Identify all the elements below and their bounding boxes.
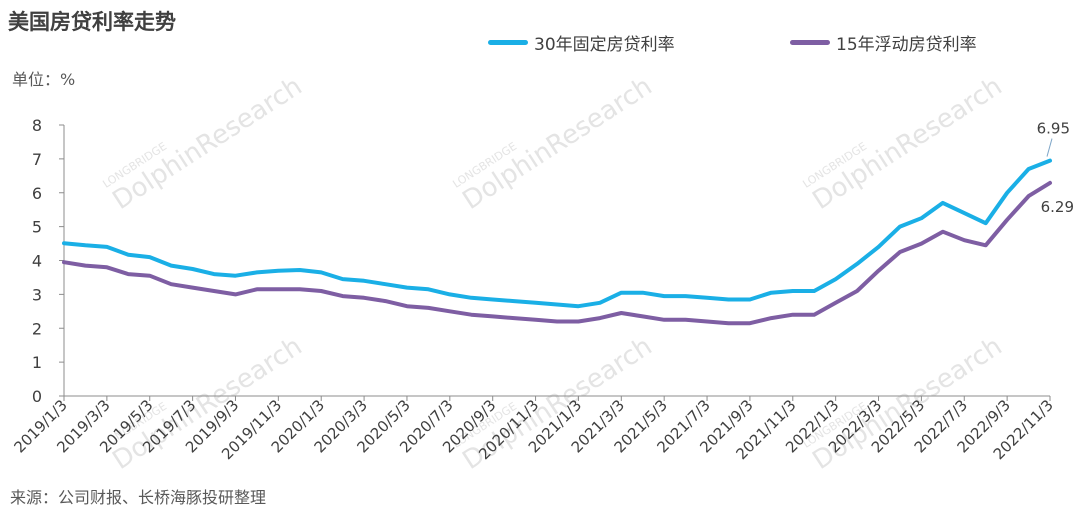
legend-item-30y: 30年固定房贷利率 xyxy=(488,30,675,55)
legend-swatch-15y xyxy=(790,40,830,45)
y-tick-label: 2 xyxy=(32,319,42,338)
y-tick-label: 4 xyxy=(32,252,42,271)
y-tick-label: 8 xyxy=(32,116,42,135)
legend-item-15y: 15年浮动房贷利率 xyxy=(790,30,977,55)
legend-swatch-30y xyxy=(488,40,528,45)
y-tick-label: 1 xyxy=(32,353,42,372)
source-note: 来源：公司财报、长桥海豚投研整理 xyxy=(10,488,267,507)
series-line-0 xyxy=(62,158,1052,309)
watermark-name: DolphinResearch xyxy=(457,71,657,215)
y-tick-label: 6 xyxy=(32,184,42,203)
data-label-30y-end: 6.95 xyxy=(1037,120,1070,138)
legend-label-30y: 30年固定房贷利率 xyxy=(534,35,675,55)
chart-title: 美国房贷利率走势 xyxy=(8,10,176,34)
y-tick-label: 7 xyxy=(32,150,42,169)
data-label-15y-end: 6.29 xyxy=(1041,198,1074,216)
watermark-name: DolphinResearch xyxy=(807,71,1007,215)
leader-line-30y xyxy=(1046,138,1053,157)
watermark-name: DolphinResearch xyxy=(107,71,307,215)
y-tick-label: 0 xyxy=(32,387,42,406)
y-tick-label: 3 xyxy=(32,285,42,304)
y-tick-label: 5 xyxy=(32,218,42,237)
series-line-1 xyxy=(62,180,1052,326)
legend-label-15y: 15年浮动房贷利率 xyxy=(836,35,977,55)
unit-label: 单位：% xyxy=(12,70,76,89)
